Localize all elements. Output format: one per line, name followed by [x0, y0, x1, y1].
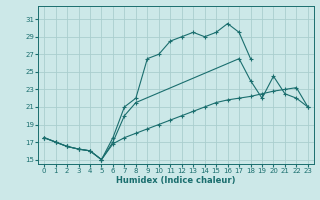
X-axis label: Humidex (Indice chaleur): Humidex (Indice chaleur) — [116, 176, 236, 185]
